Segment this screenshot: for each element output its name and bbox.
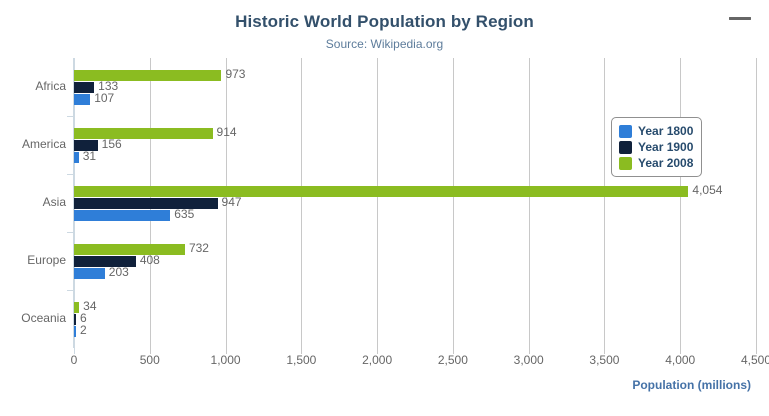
bar-america-year-1800[interactable]: [74, 151, 79, 163]
category-label-europe: Europe: [27, 253, 66, 267]
gridline: [604, 58, 606, 354]
category-label-oceania: Oceania: [21, 311, 66, 325]
bar-row: 947: [74, 194, 756, 209]
bar-europe-year-1900[interactable]: [74, 255, 136, 267]
legend-swatch: [619, 124, 632, 138]
bar-data-label: 914: [216, 124, 237, 139]
bar-africa-year-2008[interactable]: [74, 69, 222, 81]
category-label-america: America: [21, 137, 66, 151]
bar-data-label: 4,054: [692, 182, 723, 197]
bar-data-label: 133: [98, 78, 119, 93]
category-tick: [67, 232, 74, 233]
bar-row: 2: [74, 322, 756, 337]
bar-data-label: 107: [94, 90, 115, 105]
bar-row: 31: [74, 148, 756, 163]
category-tick: [67, 116, 74, 117]
gridline: [377, 58, 379, 354]
category-label-africa: Africa: [35, 79, 66, 93]
bar-asia-year-1900[interactable]: [74, 197, 218, 209]
legend-item-year-1800[interactable]: Year 1800: [619, 123, 693, 139]
bar-data-label: 6: [80, 310, 87, 325]
y-axis-line: [73, 58, 74, 348]
bar-data-label: 34: [83, 298, 97, 313]
bar-data-label: 408: [139, 252, 160, 267]
gridline: [225, 58, 227, 354]
bar-row: 914: [74, 124, 756, 139]
bar-asia-year-1800[interactable]: [74, 209, 171, 221]
bar-row: 203: [74, 264, 756, 279]
x-tick-label: 500: [139, 353, 160, 367]
x-tick-label: 4,000: [665, 353, 696, 367]
gridline: [301, 58, 303, 354]
category-label-asia: Asia: [42, 195, 66, 209]
bar-europe-year-2008[interactable]: [74, 243, 185, 255]
legend-item-year-2008[interactable]: Year 2008: [619, 155, 693, 171]
category-tick: [67, 174, 74, 175]
bar-africa-year-1800[interactable]: [74, 93, 91, 105]
bar-america-year-2008[interactable]: [74, 127, 213, 139]
x-tick-label: 3,500: [589, 353, 620, 367]
bar-data-label: 156: [101, 136, 122, 151]
bar-row: 4,054: [74, 182, 756, 197]
gridline: [452, 58, 454, 354]
x-tick-label: 0: [70, 353, 78, 367]
category-tick: [67, 290, 74, 291]
bar-row: 133: [74, 78, 756, 93]
x-tick-label: 1,000: [210, 353, 241, 367]
x-tick-label: 2,000: [362, 353, 393, 367]
x-tick-label: 4,500: [740, 353, 769, 367]
legend-item-year-1900[interactable]: Year 1900: [619, 139, 693, 155]
gridline: [680, 58, 682, 354]
legend-label: Year 1800: [638, 124, 694, 138]
bar-data-label: 635: [174, 206, 195, 221]
bar-data-label: 2: [80, 322, 87, 337]
bar-data-label: 973: [225, 66, 246, 81]
bar-africa-year-1900[interactable]: [74, 81, 95, 93]
x-tick-label: 1,500: [286, 353, 317, 367]
bar-oceania-year-2008[interactable]: [74, 301, 80, 313]
bar-oceania-year-1800[interactable]: [74, 325, 76, 337]
bar-data-label: 31: [82, 148, 97, 163]
bar-row: 34: [74, 298, 756, 313]
bar-row: 635: [74, 206, 756, 221]
x-axis-title: Population (millions): [632, 378, 751, 392]
hamburger-menu-icon[interactable]: [729, 17, 751, 35]
x-tick-label: 3,000: [513, 353, 544, 367]
bar-data-label: 203: [108, 264, 129, 279]
plot-area: 973 133 107 914 156 31 4,054 947 635 732 408 203 34 6…: [67, 58, 757, 354]
bar-row: 408: [74, 252, 756, 267]
chart-subtitle: Source: Wikipedia.org: [325, 37, 444, 51]
bar-row: 732: [74, 240, 756, 255]
bar-data-label: 947: [221, 194, 242, 209]
legend-label: Year 1900: [638, 140, 694, 154]
legend-swatch: [619, 140, 632, 154]
chart-title: Historic World Population by Region: [235, 12, 534, 31]
hamburger-bar: [729, 17, 751, 20]
gridline: [528, 58, 530, 354]
legend-label: Year 2008: [638, 156, 694, 170]
bar-row: 107: [74, 90, 756, 105]
gridline: [756, 58, 757, 354]
chart-legend[interactable]: Year 1800 Year 1900 Year 2008: [611, 117, 703, 177]
bar-row: 6: [74, 310, 756, 325]
bar-row: 973: [74, 66, 756, 81]
bar-asia-year-2008[interactable]: [74, 185, 689, 197]
bar-europe-year-1800[interactable]: [74, 267, 105, 279]
bar-america-year-1900[interactable]: [74, 139, 98, 151]
x-tick-label: 2,500: [437, 353, 468, 367]
bar-data-label: 732: [188, 240, 209, 255]
bar-oceania-year-1900[interactable]: [74, 313, 76, 325]
bar-row: 156: [74, 136, 756, 151]
legend-swatch: [619, 156, 632, 170]
